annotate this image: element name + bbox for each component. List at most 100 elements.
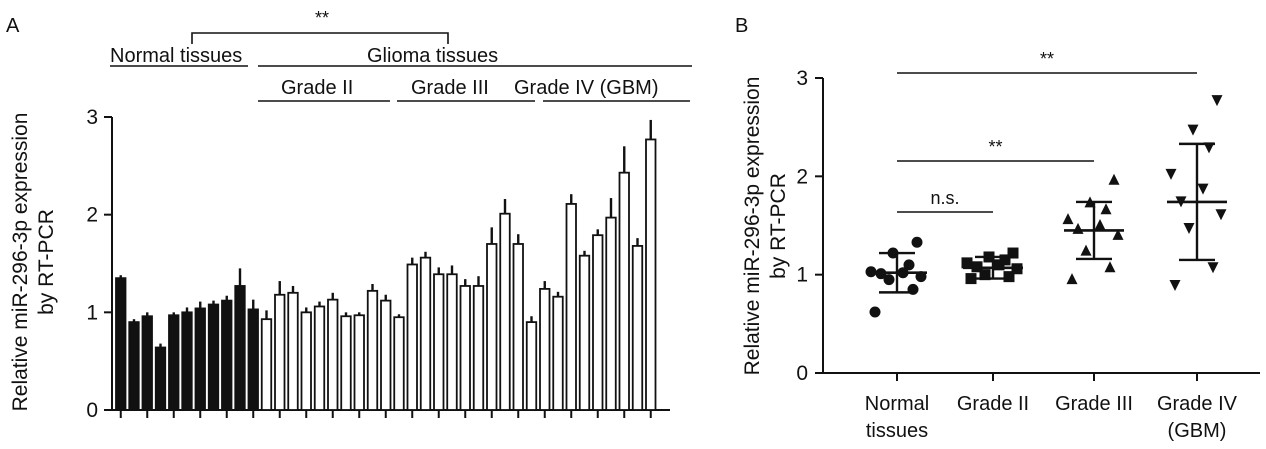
panel-a-bar-normal-tissues [128, 321, 140, 411]
panel-a-bar-grade-iii [499, 212, 511, 411]
panel-a-bar-grade-ii [340, 315, 352, 411]
panel-b-point [1183, 222, 1195, 234]
panel-a-bar-grade-iii [419, 256, 432, 411]
grade-iii-group-label: Grade III [411, 77, 489, 99]
panel-b-point [993, 259, 1005, 271]
panel-b-y-tick-label: 1 [796, 264, 808, 287]
panel-a-y-tick-label: 1 [86, 301, 98, 324]
panel-b-ylabel-line-2: by RT-PCR [767, 173, 790, 279]
panel-b-point [1197, 183, 1209, 195]
panel-a-bar-grade-iv-gbm [578, 254, 591, 411]
panel-b-point [1108, 173, 1120, 185]
panel-b-comparison-label: ** [988, 137, 1002, 157]
panel-a-bar-grade-iii [459, 285, 471, 411]
panel-b-category-label: Grade III [1055, 393, 1133, 415]
panel-b-point [999, 254, 1011, 266]
panel-b-category-label: tissues [866, 420, 928, 442]
panel-a-bar-grade-ii [287, 291, 299, 411]
panel-a-y-ticks: 0 1 2 3 [86, 106, 112, 422]
panel-a-bar-normal-tissues [221, 299, 233, 411]
panel-b-point [1165, 168, 1177, 180]
panel-a-y-tick-label: 0 [86, 399, 98, 422]
panel-a-bar-normal-tissues [154, 346, 167, 411]
panel-b-point [1100, 203, 1112, 215]
panel-b-points [865, 95, 1227, 318]
panel-b-y-tick-label: 0 [796, 362, 808, 385]
panel-a-bar-grade-iii [486, 243, 498, 411]
panel-a-bar-grade-ii [380, 299, 392, 411]
panel-a-bar-grade-iv-gbm [631, 245, 644, 411]
panel-b-y-axis-title: Relative miR-296-3p expression by RT-PCR [741, 77, 790, 376]
panel-b-comparison-label: ** [1040, 49, 1054, 69]
panel-a-bar-normal-tissues [194, 307, 206, 411]
panel-a-bars [115, 119, 657, 418]
panel-a-bar-grade-iv-gbm [605, 216, 617, 411]
normal-tissues-group-label: Normal tissues [110, 45, 242, 67]
panel-b-point [1007, 247, 1019, 259]
panel-b-category-label: (GBM) [1168, 420, 1227, 442]
panel-a-bar-grade-iii [512, 243, 524, 411]
panel-a-bar-normal-tissues [141, 315, 153, 411]
glioma-tissues-group-label: Glioma tissues [367, 45, 498, 67]
panel-b-label: B [735, 15, 748, 37]
panel-b-point [1072, 222, 1084, 234]
panel-b-category-labels: Normal tissues Grade II Grade III Grade IV (G… [865, 373, 1238, 442]
panel-b-point [1094, 219, 1106, 230]
panel-a-ylabel-line-2: by RT-PCR [35, 209, 58, 315]
panel-b-category-label: Grade IV [1157, 393, 1238, 415]
panel-a-y-tick-label: 3 [86, 106, 98, 129]
panel-b-ylabel-line-1: Relative miR-296-3p expression [741, 77, 764, 376]
panel-a-bar-grade-iv-gbm [592, 234, 604, 411]
panel-b-point [883, 274, 895, 286]
panel-b-point [961, 257, 973, 269]
panel-b-series-grade-iii [1062, 173, 1124, 285]
panel-b-point [1187, 124, 1199, 136]
panel-a-bar-grade-iv-gbm [539, 287, 551, 411]
panel-b-point [911, 236, 923, 248]
panel-b-point [1003, 271, 1015, 283]
panel-b-series-grade-ii [961, 247, 1023, 285]
panel-b: B Relative miR-296-3p expression by RT-P… [735, 15, 1260, 442]
panel-b-series-normal-tissues [865, 236, 927, 318]
panel-a-significance-bracket [191, 32, 449, 44]
panel-b-y-tick-label: 3 [796, 67, 808, 90]
panel-b-point [1215, 209, 1227, 221]
panel-b-comparison-label: n.s. [930, 188, 959, 208]
panel-a-significance-label: ** [315, 8, 329, 28]
panel-a-label: A [6, 15, 20, 37]
panel-a-bar-grade-iv-gbm [565, 203, 577, 411]
panel-a-bar-grade-iii [406, 263, 418, 411]
panel-b-point [1062, 213, 1074, 225]
panel-a-bar-normal-tissues [168, 314, 180, 411]
grade-iv-group-label: Grade IV (GBM) [514, 77, 658, 99]
panel-a-bar-grade-ii [313, 305, 326, 411]
panel-a-bar-normal-tissues [115, 277, 127, 411]
panel-b-category-label: Grade II [957, 393, 1029, 415]
panel-b-point [1207, 262, 1219, 274]
panel-b-point [1211, 95, 1223, 107]
panel-a-bar-grade-iv-gbm [525, 321, 538, 411]
panel-b-point [1104, 261, 1116, 273]
panel-a-bar-normal-tissues [247, 308, 259, 411]
panel-b-point [1066, 273, 1078, 285]
panel-a-bar-grade-iii [433, 273, 445, 411]
panel-b-y-tick-label: 2 [796, 165, 808, 188]
panel-a: A Relative miR-296-3p expression by RT-P… [6, 8, 692, 422]
grade-ii-group-label: Grade II [281, 77, 353, 99]
panel-a-bar-grade-ii [260, 318, 273, 411]
panel-b-point [965, 273, 977, 285]
panel-b-comparisons: n.s. ** ** [897, 49, 1197, 213]
panel-b-point [1112, 228, 1124, 240]
panel-a-bar-grade-ii [274, 293, 286, 411]
panel-a-bar-normal-tissues [181, 311, 193, 411]
panel-b-point [1080, 244, 1092, 256]
panel-a-bar-grade-iv-gbm [618, 171, 630, 411]
panel-b-point [1169, 280, 1181, 291]
panel-b-series-grade-iv-gbm [1165, 95, 1227, 291]
panel-a-bar-grade-iv-gbm [552, 295, 564, 411]
panel-a-ylabel-line-1: Relative miR-296-3p expression [9, 113, 32, 412]
panel-a-bar-grade-iii [446, 273, 458, 411]
panel-a-bar-grade-ii [366, 289, 379, 411]
panel-a-bar-grade-ii [300, 311, 312, 411]
